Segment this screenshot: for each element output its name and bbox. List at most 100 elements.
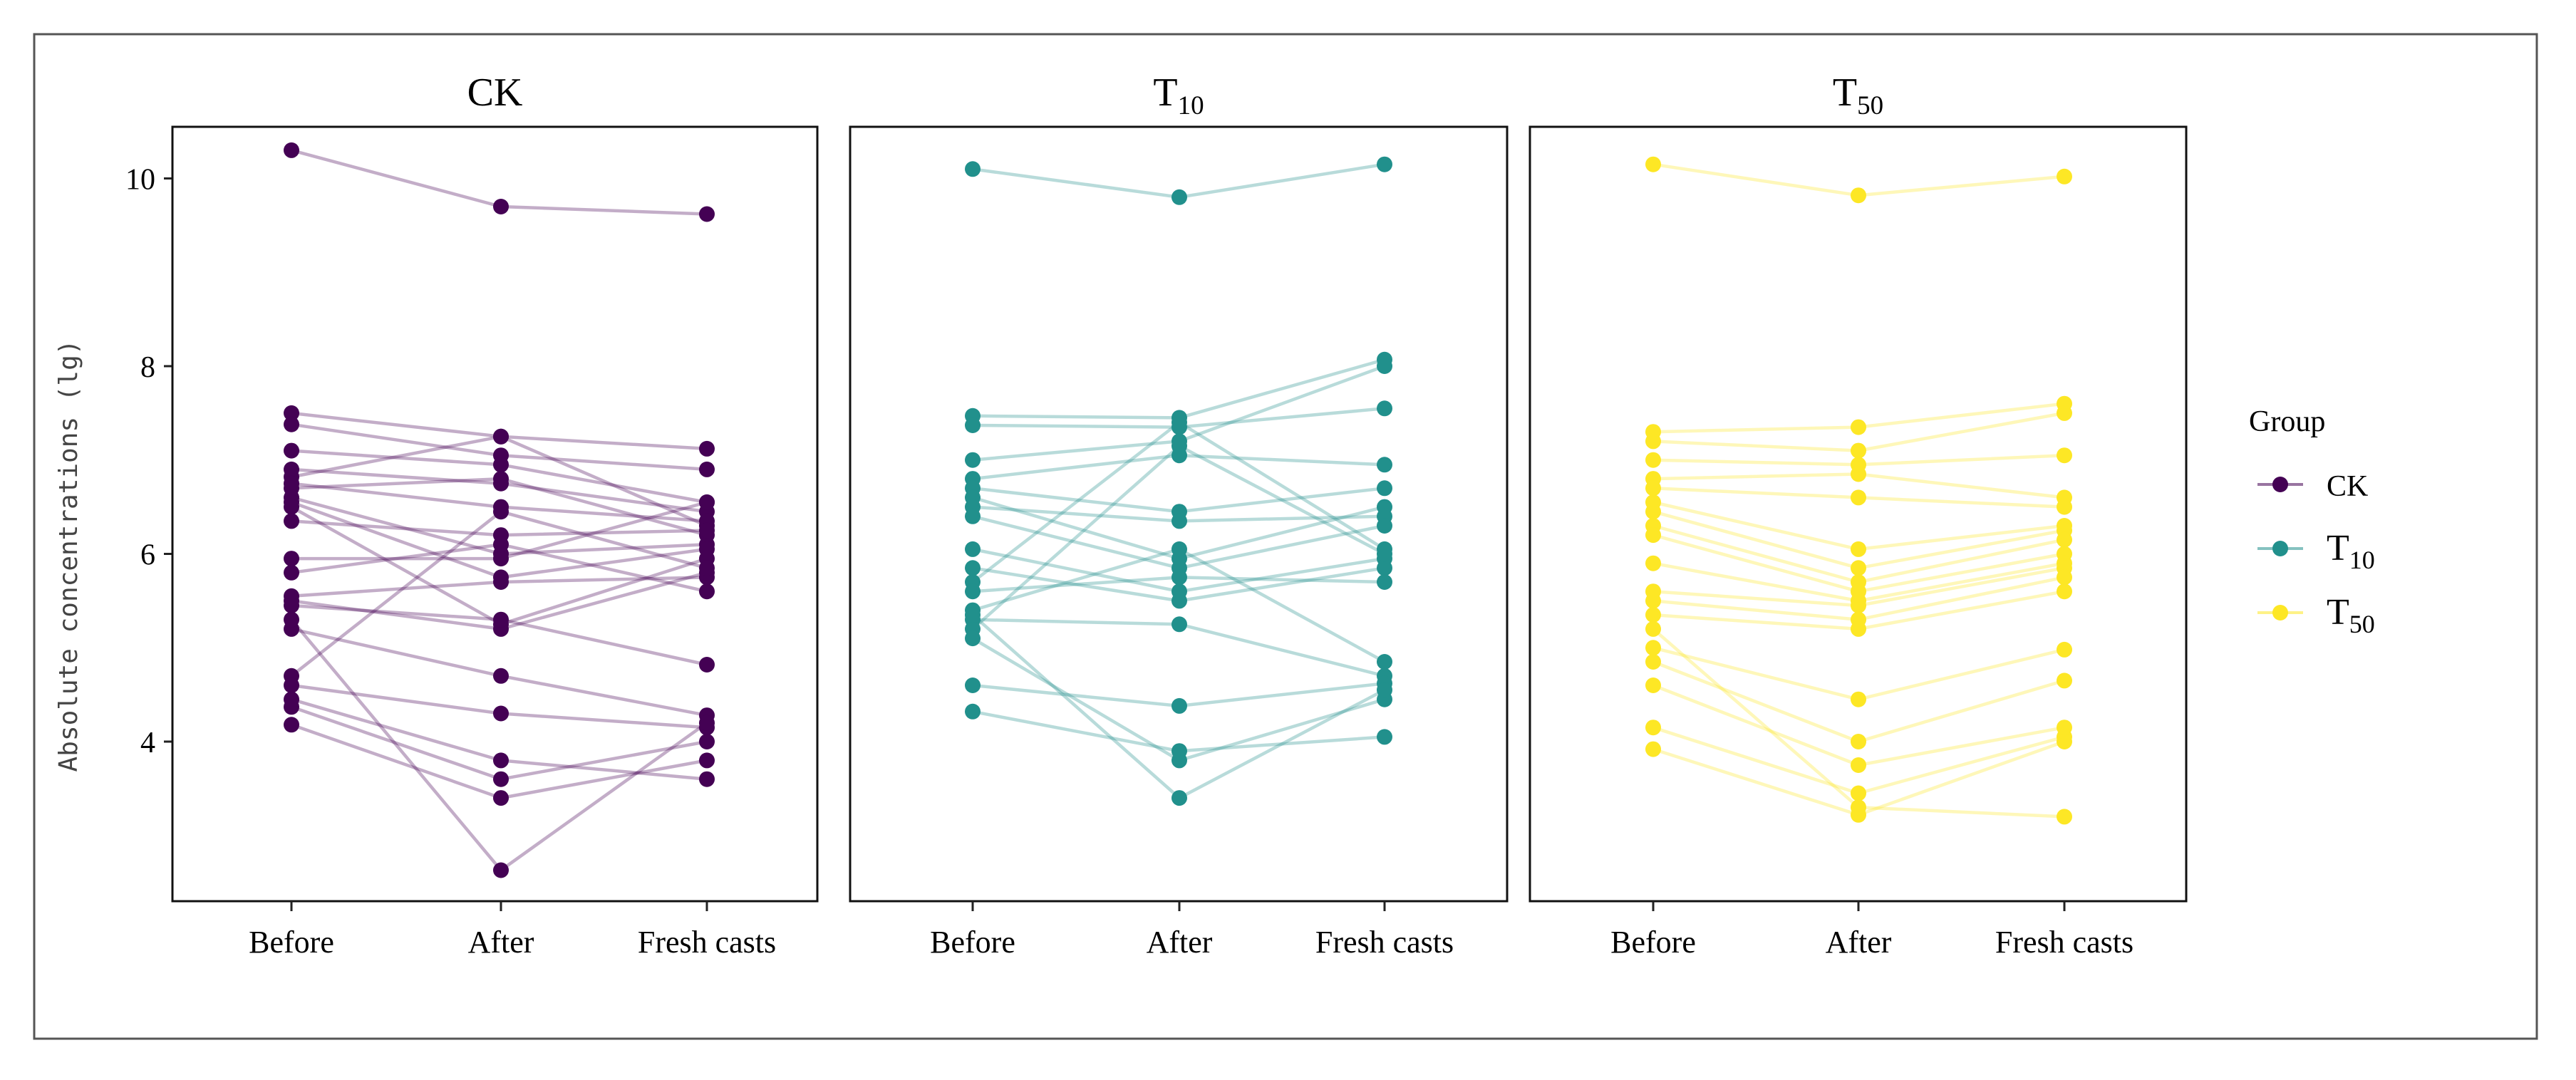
data-point [493,471,509,487]
panel-title-main: CK [467,71,523,115]
data-point [699,771,715,787]
data-point [284,677,299,693]
data-point [493,862,509,878]
data-point [284,499,299,515]
data-point [965,607,981,623]
data-point [1851,691,1866,707]
data-point [1851,489,1866,506]
data-point [699,657,715,673]
legend-label: T10 [2327,528,2375,574]
data-point [1851,621,1866,637]
panel-title: T50 [1833,71,1883,120]
data-point [284,442,299,459]
x-tick-label: Fresh casts [1315,925,1454,960]
data-point [493,428,509,445]
data-point [699,734,715,749]
data-point [699,752,715,769]
panel-title: CK [467,71,523,115]
data-point [1377,358,1392,374]
data-point [493,199,509,214]
legend-label-sub: 50 [2349,610,2375,638]
data-point [1645,677,1661,693]
data-point [1645,527,1661,544]
data-point [1851,187,1866,204]
data-point [2057,569,2072,586]
data-point [1851,734,1866,749]
data-point [965,508,981,524]
data-point [1851,757,1866,773]
data-point [965,452,981,468]
x-tick-label: After [1826,925,1892,960]
data-point [2057,168,2072,185]
data-point [1645,433,1661,450]
data-point [284,699,299,715]
x-tick-label: Before [930,925,1015,960]
data-point [2057,447,2072,464]
data-point [1645,593,1661,609]
data-point [493,611,509,628]
data-point [493,705,509,722]
legend-label-main: T [2327,528,2349,568]
data-point [1645,640,1661,656]
legend-label: T50 [2327,592,2375,638]
data-point [2057,531,2072,548]
data-point [493,668,509,684]
data-point [1851,466,1866,482]
data-point [493,771,509,787]
data-point [1645,480,1661,497]
data-point [493,752,509,769]
data-point [1851,598,1866,613]
x-tick-label: Before [249,925,334,960]
data-point [284,611,299,628]
panel-title-sub: 50 [1857,91,1883,120]
data-point [1377,457,1392,473]
data-point [2057,673,2072,689]
legend-label-main: CK [2327,470,2368,503]
data-point [1171,415,1187,430]
legend-item-t10: T10 [2257,528,2375,574]
data-point [1377,574,1392,590]
data-point [2057,734,2072,749]
data-point [1377,546,1392,562]
data-point [1377,729,1392,745]
panel-title-sub: 10 [1178,91,1204,120]
data-point [965,161,981,177]
data-point [2057,405,2072,421]
legend-label: CK [2327,470,2368,503]
data-point [1645,555,1661,571]
data-point [284,405,299,421]
data-point [1377,682,1392,698]
data-point [965,630,981,647]
data-point [699,461,715,477]
data-point [1851,799,1866,816]
data-point [1377,518,1392,534]
panel-ck: CK Before After Fresh casts [171,71,819,960]
data-point [1645,621,1661,637]
data-point [1171,697,1187,714]
data-point [1171,513,1187,529]
data-point [1851,419,1866,435]
panel-title-main: T [1153,71,1177,115]
legend-swatch-dot [2272,605,2288,621]
legend-swatch-dot [2272,541,2288,556]
data-point [965,541,981,557]
data-point [965,560,981,576]
data-point [965,583,981,600]
legend-item-t50: T50 [2257,592,2375,638]
data-point [2057,809,2072,825]
data-point [1851,785,1866,801]
data-point [493,504,509,520]
data-point [965,703,981,720]
data-point [699,560,715,576]
y-tick-label: 4 [140,727,155,759]
legend-label-main: T [2327,592,2349,633]
data-point [1377,560,1392,576]
data-point [1171,593,1187,609]
data-point [1851,560,1866,576]
data-point [284,598,299,613]
data-point [699,583,715,600]
data-point [2057,641,2072,658]
